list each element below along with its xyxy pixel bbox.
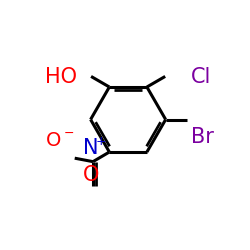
Text: N: N xyxy=(83,138,98,158)
Text: Br: Br xyxy=(191,127,214,147)
Text: O: O xyxy=(82,165,99,185)
Text: −: − xyxy=(64,126,74,140)
Text: Cl: Cl xyxy=(191,67,211,87)
Text: O: O xyxy=(46,131,62,150)
Text: HO: HO xyxy=(45,67,77,87)
Text: +: + xyxy=(96,134,106,147)
